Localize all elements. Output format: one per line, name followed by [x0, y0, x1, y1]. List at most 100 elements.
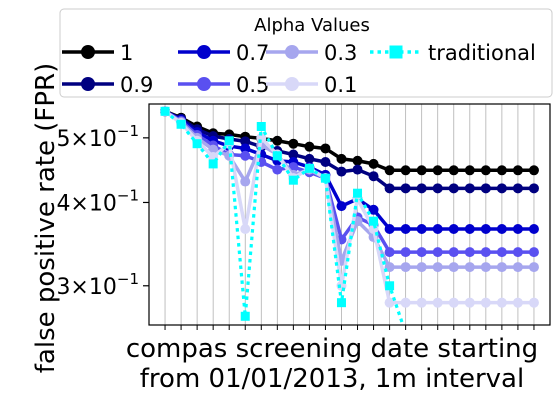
- data-point: [256, 121, 266, 131]
- data-point: [400, 165, 411, 176]
- data-point: [352, 164, 363, 175]
- data-point: [448, 223, 459, 234]
- data-point: [512, 262, 523, 273]
- legend-title: Alpha Values: [254, 15, 370, 36]
- x-axis-ticks: [164, 325, 535, 330]
- data-point: [320, 156, 331, 167]
- data-point: [416, 262, 427, 273]
- data-point: [528, 223, 539, 234]
- data-point: [336, 166, 347, 177]
- legend-label: 0.7: [236, 41, 269, 65]
- data-point: [448, 247, 459, 258]
- data-point: [496, 247, 507, 258]
- data-point: [384, 223, 395, 234]
- legend-swatch-marker: [197, 45, 211, 59]
- data-point: [384, 297, 395, 308]
- legend-swatch-marker: [389, 45, 403, 59]
- data-point: [528, 165, 539, 176]
- legend-label: 0.5: [236, 73, 269, 97]
- data-point: [385, 281, 395, 291]
- legend-swatch-marker: [81, 77, 95, 91]
- y-axis-ticks: 5×10−1 4×10−1 3×10−1: [56, 122, 149, 300]
- data-point: [304, 153, 315, 164]
- data-point: [320, 143, 331, 154]
- data-point: [528, 247, 539, 258]
- series-layer: [160, 106, 539, 325]
- legend: Alpha Values 1 0.7 0.3 traditional 0.9 0.5 0.1: [59, 8, 553, 98]
- data-point: [240, 143, 251, 154]
- data-point: [416, 297, 427, 308]
- data-point: [528, 183, 539, 194]
- data-point: [288, 175, 298, 185]
- data-point: [496, 297, 507, 308]
- data-point: [448, 183, 459, 194]
- data-point: [528, 262, 539, 273]
- data-point: [176, 119, 186, 129]
- legend-entry: 0.1: [266, 73, 357, 97]
- data-point: [480, 165, 491, 176]
- data-point: [496, 165, 507, 176]
- data-point: [160, 106, 170, 116]
- series-traditional: [160, 106, 405, 325]
- y-tick-label: 3×10−1: [56, 270, 139, 300]
- legend-swatch-marker: [285, 77, 299, 91]
- data-point: [304, 163, 314, 173]
- data-point: [464, 262, 475, 273]
- legend-swatch-marker: [81, 45, 95, 59]
- data-point: [528, 297, 539, 308]
- data-point: [288, 149, 299, 160]
- data-point: [432, 262, 443, 273]
- data-point: [400, 247, 411, 258]
- data-point: [400, 262, 411, 273]
- data-point: [432, 223, 443, 234]
- data-point: [480, 183, 491, 194]
- y-axis-label: false positive rate (FPR): [31, 63, 61, 373]
- data-point: [480, 247, 491, 258]
- data-point: [240, 311, 250, 321]
- data-point: [416, 165, 427, 176]
- data-point: [353, 188, 363, 198]
- data-point: [448, 165, 459, 176]
- data-point: [288, 138, 299, 149]
- data-point: [432, 165, 443, 176]
- data-point: [416, 247, 427, 258]
- data-point: [336, 153, 347, 164]
- data-point: [448, 262, 459, 273]
- data-point: [368, 171, 379, 182]
- data-point: [432, 183, 443, 194]
- data-point: [336, 298, 346, 308]
- data-point: [384, 247, 395, 258]
- data-point: [400, 297, 411, 308]
- data-point: [496, 262, 507, 273]
- data-point: [464, 183, 475, 194]
- data-point: [240, 223, 251, 234]
- data-point: [496, 183, 507, 194]
- data-point: [464, 223, 475, 234]
- data-point: [320, 173, 330, 183]
- legend-swatch-marker: [285, 45, 299, 59]
- data-point: [208, 159, 218, 169]
- data-point: [464, 165, 475, 176]
- data-point: [272, 135, 283, 146]
- legend-label: traditional: [428, 41, 536, 65]
- data-point: [352, 155, 363, 166]
- data-point: [512, 223, 523, 234]
- data-point: [192, 139, 202, 149]
- data-point: [432, 247, 443, 258]
- data-point: [512, 247, 523, 258]
- data-point: [240, 150, 251, 161]
- y-tick-label: 5×10−1: [56, 122, 139, 152]
- data-point: [448, 297, 459, 308]
- data-point: [384, 165, 395, 176]
- legend-label: 0.9: [120, 73, 153, 97]
- data-point: [416, 183, 427, 194]
- data-point: [400, 223, 411, 234]
- data-point: [512, 165, 523, 176]
- data-point: [224, 136, 234, 146]
- legend-swatch-marker: [197, 77, 211, 91]
- data-point: [369, 216, 379, 226]
- data-point: [480, 223, 491, 234]
- data-point: [272, 151, 282, 161]
- data-point: [432, 297, 443, 308]
